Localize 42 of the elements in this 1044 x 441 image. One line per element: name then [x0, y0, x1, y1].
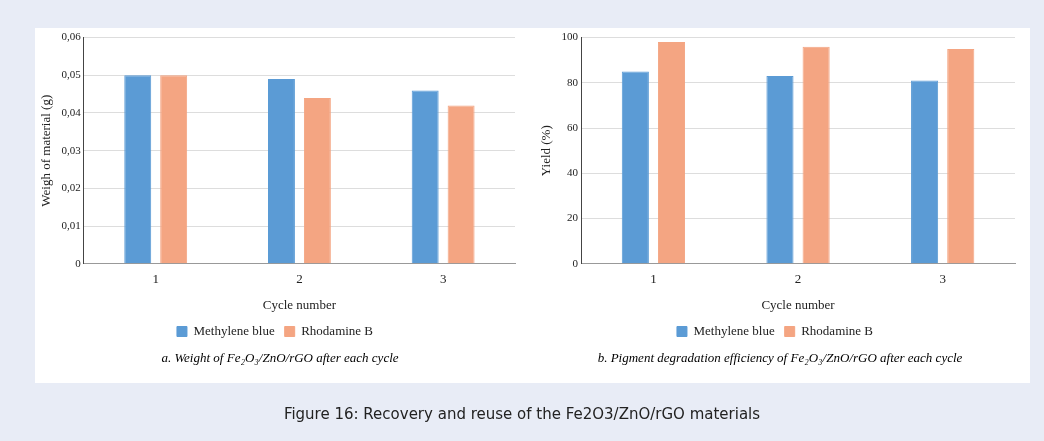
text: b. Pigment degradation efficiency of Fe₂O₃/ZnO/rGO after each cycle — [596, 350, 964, 366]
y-tick-label: 0 — [75, 256, 82, 269]
bar — [160, 75, 188, 264]
caption: Figure 16: Recovery and reuse of the Fe2O3/ZnO/rGO materials — [282, 405, 762, 423]
bar — [657, 42, 686, 264]
bar — [911, 80, 939, 264]
y-axis-title: Yield (%) — [538, 125, 554, 177]
y-tick-label: 20 — [567, 211, 579, 224]
y-tick-label: 0,02 — [61, 181, 81, 194]
bar — [766, 76, 794, 264]
bar — [947, 48, 975, 264]
y-tick-label: 0,04 — [61, 105, 82, 118]
y-tick-label: 60 — [567, 120, 579, 133]
bar — [621, 71, 649, 264]
legend-label: Rhodamine B — [801, 322, 874, 338]
x-tick-label: 1 — [650, 271, 657, 287]
x-axis-title: Cycle number — [262, 296, 337, 312]
y-tick-label: 100 — [561, 30, 579, 43]
x-tick-label: 3 — [439, 271, 447, 287]
y-tick-label: 0,05 — [61, 68, 82, 81]
x-tick-label: 3 — [939, 271, 946, 287]
bar — [411, 90, 439, 264]
y-tick-label: 0 — [572, 256, 579, 269]
x-tick-label: 1 — [152, 271, 159, 287]
bar — [802, 46, 830, 264]
x-tick-label: 2 — [794, 271, 802, 287]
text: a. Weight of Fe₂O₃/ZnO/rGO after each cycle — [160, 350, 400, 366]
y-tick-label: 0,01 — [61, 218, 81, 231]
x-axis-title: Cycle number — [761, 296, 836, 312]
y-tick-label: 0,06 — [61, 30, 82, 43]
bar — [303, 97, 331, 264]
y-tick-label: 80 — [567, 75, 579, 88]
bar — [267, 79, 295, 264]
y-tick-label: 40 — [567, 166, 579, 179]
legend-label: Rhodamine B — [301, 322, 374, 338]
legend-label: Methylene blue — [193, 322, 275, 338]
legend-label: Methylene blue — [693, 322, 775, 338]
x-tick-label: 2 — [296, 271, 303, 287]
y-axis-title: Weigh of material (g) — [38, 94, 54, 207]
bar — [124, 75, 152, 264]
y-tick-label: 0,03 — [61, 143, 82, 156]
bar — [447, 105, 475, 264]
